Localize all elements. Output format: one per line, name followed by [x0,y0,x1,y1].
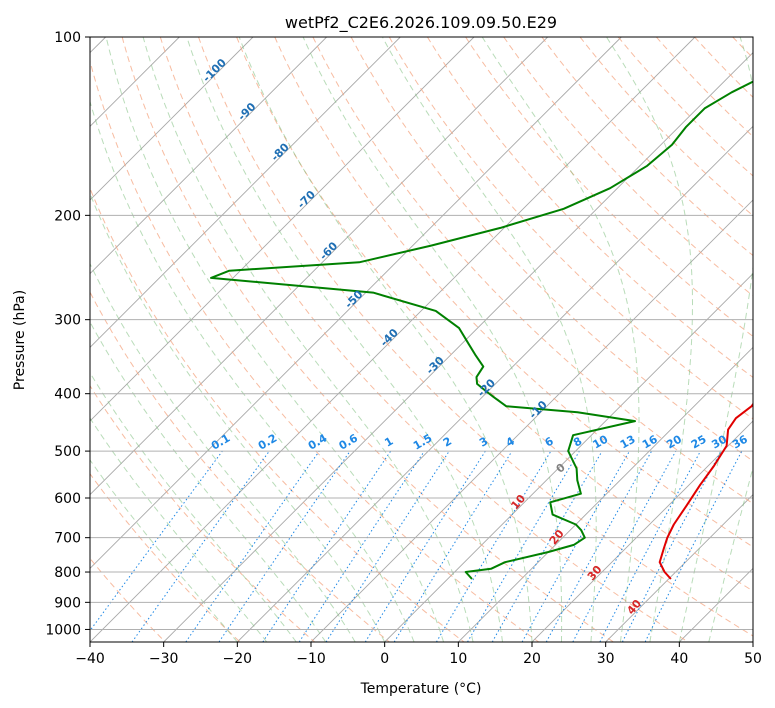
y-tick-label: 500 [54,444,81,460]
isotherm-line [90,37,696,642]
x-tick-label: 20 [523,651,541,667]
dewpoint-line [210,80,753,580]
mixing-ratio-line [325,450,450,642]
dry-adiabat-line [90,186,465,642]
moist-adiabat-line [90,417,268,642]
x-tick-label: −30 [149,651,179,667]
isotherm-line [384,273,753,642]
isotherm-line [90,37,548,496]
mixing-ratio-line [298,450,425,642]
y-tick-label: 300 [54,313,81,329]
moist-adiabat-line [90,99,415,642]
dry-adiabat-line [159,37,689,642]
y-tick-label: 900 [54,595,81,611]
mixing-ratio-line [393,450,513,642]
mixing-ratio-line [545,450,653,642]
isotherm-line [310,199,753,642]
y-axis: 1000 900 800 700 600 500 400 300 200 100 [45,30,90,638]
profile-series [210,80,753,580]
plot-frame [89,36,754,643]
isotherm-line [90,37,401,348]
moist-adiabat-line [90,459,238,642]
mixing-ratio-line [644,450,743,642]
dry-adiabat-line [541,37,753,257]
temperature-line [658,402,753,580]
isotherm-line [90,37,475,422]
isotherm-line [237,125,753,642]
dry-adiabat-line [121,37,614,642]
y-tick-label: 700 [54,531,81,547]
isotherm-line [90,37,327,275]
x-tick-label: 50 [744,651,762,667]
moist-adiabat-line [90,262,356,642]
x-axis: −40 −30 −20 −10 0 10 20 30 40 50 [75,642,762,667]
moist-adiabat-line [90,192,386,642]
moist-adiabat-line [481,37,640,642]
isotherm-line [458,346,753,642]
x-tick-label: 40 [670,651,688,667]
y-tick-label: 1000 [45,622,81,638]
dry-adiabat-line [198,37,753,637]
moist-adiabat-line [678,37,753,642]
mixing-ratio-line [218,450,351,642]
moist-adiabat-line [186,37,503,642]
dry-adiabat-line [90,59,540,642]
mixing-ratio-line [572,450,677,642]
moist-adiabat-line [606,37,693,642]
mixing-ratio-line [185,450,320,642]
y-axis-title: Pressure (hPa) [12,290,28,390]
moist-adiabat-line [381,37,597,642]
dry-adiabat-line [312,37,753,505]
mixing-ratio-line [521,450,630,642]
chart-title: wetPf2_C2E6.2026.109.09.50.E29 [285,13,557,33]
moist-adiabat-line [238,37,533,642]
dry-adiabat-line [426,37,753,378]
isotherm-line [90,37,622,569]
x-tick-label: −40 [75,651,105,667]
mixing-ratio-line [90,450,223,632]
moist-adiabat-line [90,321,327,642]
isotherm-line [605,494,753,642]
isotherm-line [90,37,254,201]
mixing-ratio-line [131,450,270,642]
isotherm-line [531,420,753,642]
dry-adiabat-line [274,37,753,548]
x-tick-label: −20 [223,651,253,667]
y-tick-label: 400 [54,387,81,403]
y-tick-label: 800 [54,565,81,581]
dry-adiabat-line [388,37,753,420]
y-tick-label: 100 [54,30,81,46]
y-tick-label: 200 [54,208,81,224]
y-tick-label: 600 [54,491,81,507]
dry-adiabat-line [465,37,753,338]
x-tick-label: 30 [597,651,615,667]
moist-adiabat-line [105,37,445,642]
moist-adiabat-line [302,37,563,642]
moist-adiabat-line [708,465,753,642]
moist-adiabat-line [90,371,297,642]
dry-adiabat-line [350,37,753,462]
x-tick-label: 0 [380,651,389,667]
dry-adiabat-line [579,37,753,217]
mixing-ratio-line [262,450,392,642]
x-tick-label: −10 [296,651,326,667]
x-axis-title: Temperature (°C) [360,681,482,697]
x-tick-label: 10 [449,651,467,667]
pressure-grid [90,37,753,630]
dry-adiabat-line [90,291,390,642]
